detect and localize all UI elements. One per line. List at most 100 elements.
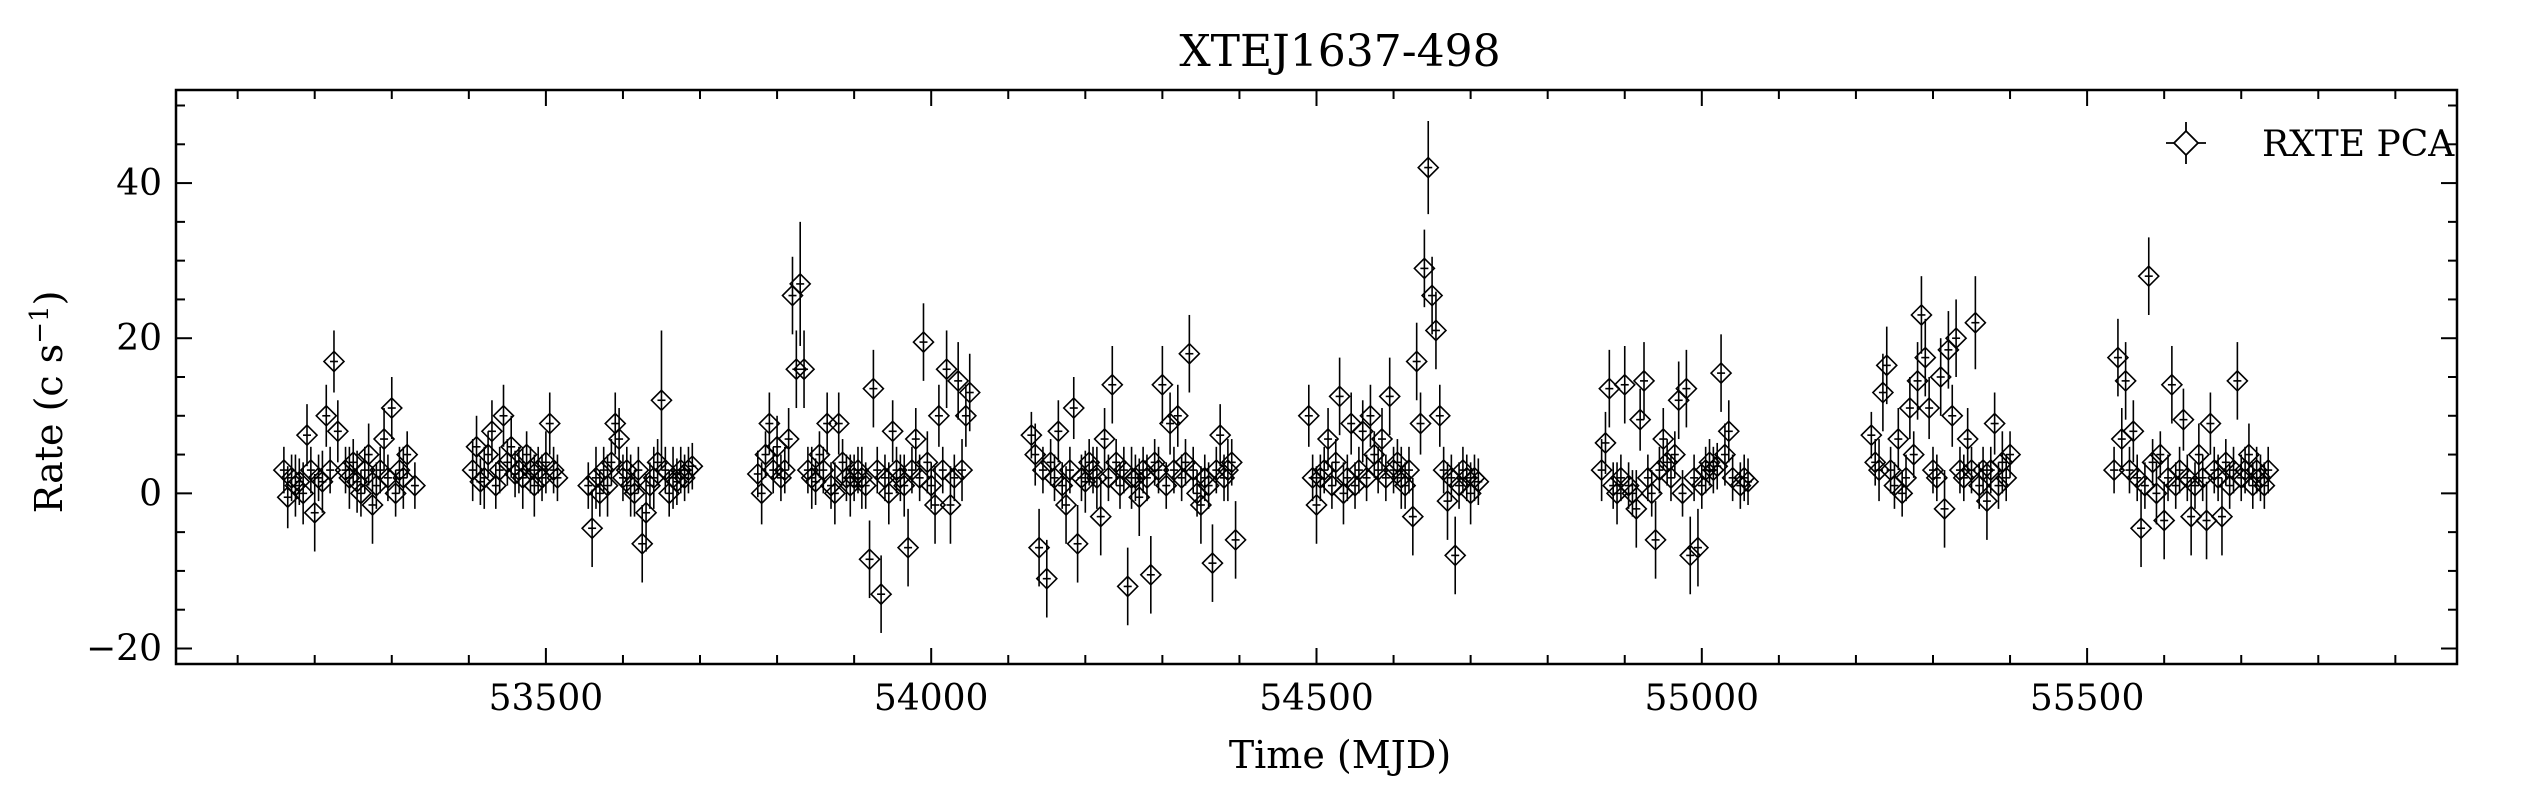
diamond-marker <box>1698 451 1721 474</box>
diamond-marker <box>777 427 800 451</box>
diamond-marker <box>1906 369 1929 393</box>
data-point <box>1374 454 1397 502</box>
diamond-marker <box>2245 458 2268 482</box>
diamond-marker <box>1709 361 1733 385</box>
diamond-marker <box>1971 458 1995 482</box>
diamond-marker <box>338 466 361 489</box>
data-point <box>1671 470 1694 517</box>
diamond-marker <box>823 482 847 505</box>
diamond-marker <box>1428 404 1451 427</box>
diamond-marker <box>1374 466 1397 489</box>
x-tick-label: 55000 <box>1645 678 1760 719</box>
data-point <box>1101 345 1124 424</box>
x-tick-label: 54000 <box>874 678 989 719</box>
data-point <box>1632 342 1656 420</box>
data-point <box>2129 489 2153 568</box>
data-point <box>1428 384 1451 447</box>
diamond-marker <box>750 482 773 505</box>
diamond-marker <box>326 420 349 443</box>
diamond-marker <box>1324 451 1347 474</box>
diamond-marker <box>669 458 692 482</box>
data-point <box>1995 454 2018 502</box>
diamond-marker <box>939 493 962 517</box>
data-point <box>1964 276 1987 370</box>
diamond-marker <box>1629 408 1652 431</box>
diamond-marker <box>812 458 835 482</box>
data-point <box>1155 462 1178 509</box>
data-point <box>1644 501 1667 579</box>
data-point <box>1324 439 1347 486</box>
y-tick-label: 20 <box>116 318 162 359</box>
data-point <box>2199 392 2222 455</box>
data-point <box>1952 454 1975 502</box>
diamond-marker <box>1632 369 1656 393</box>
data-point <box>1648 446 1671 494</box>
data-point <box>546 454 569 502</box>
diamond-marker <box>1736 470 1760 493</box>
diamond-marker <box>927 404 951 427</box>
data-point <box>927 384 951 447</box>
data-point <box>1027 508 1051 587</box>
y-tick-label: 0 <box>139 473 162 514</box>
data-point <box>372 408 396 471</box>
diamond-marker <box>1147 458 1170 482</box>
diamond-marker <box>816 412 839 435</box>
diamond-marker <box>1031 458 1055 482</box>
diamond-marker <box>681 455 704 478</box>
diamond-marker <box>1968 474 1991 497</box>
diamond-marker <box>1921 458 1945 482</box>
data-point <box>2257 446 2280 494</box>
plot-frame <box>174 88 2459 666</box>
data-point <box>931 446 954 494</box>
diamond-marker <box>2257 458 2280 482</box>
data-point <box>623 470 646 517</box>
diamond-marker <box>827 412 850 435</box>
diamond-marker <box>527 458 550 482</box>
diamond-marker <box>1933 497 1956 520</box>
diamond-marker <box>1054 493 1078 517</box>
diamond-marker <box>1158 412 1182 435</box>
data-point <box>812 446 835 494</box>
x-tick-label: 53500 <box>489 678 604 719</box>
data-point <box>750 462 773 525</box>
diamond-marker <box>380 396 403 420</box>
diamond-marker <box>2145 482 2168 505</box>
diamond-marker <box>943 466 966 489</box>
diamond-marker <box>353 458 376 482</box>
diamond-marker <box>476 443 500 466</box>
data-point <box>1128 458 1151 537</box>
diamond-marker <box>1359 404 1382 427</box>
data-point <box>1320 462 1344 509</box>
data-point <box>1359 384 1382 447</box>
data-point <box>1201 524 1224 602</box>
data-point <box>1147 446 1170 494</box>
diamond-marker <box>1297 404 1320 427</box>
diamond-marker <box>1370 427 1394 451</box>
diamond-marker <box>1305 493 1328 517</box>
diamond-marker <box>1409 412 1432 435</box>
diamond-marker <box>1975 489 1999 513</box>
data-point <box>1093 408 1116 471</box>
diamond-marker <box>372 427 396 451</box>
data-point <box>588 470 611 517</box>
data-point <box>357 423 380 486</box>
data-point <box>920 462 943 509</box>
data-point <box>912 303 935 381</box>
data-layer <box>272 121 2280 633</box>
data-point <box>511 446 534 509</box>
data-point <box>315 384 338 447</box>
diamond-marker <box>2237 443 2261 466</box>
diamond-marker <box>1929 365 1952 389</box>
diamond-marker <box>1066 532 1089 555</box>
diamond-marker <box>1047 420 1070 443</box>
y-axis-label: Rate (c s−1) <box>25 291 71 514</box>
diamond-marker <box>1212 466 1236 489</box>
y-axis-label-main: Rate (c s <box>27 344 71 514</box>
data-point <box>1166 384 1189 447</box>
data-point <box>2187 423 2210 486</box>
data-point <box>488 446 511 494</box>
data-point <box>1594 411 1617 474</box>
diamond-marker <box>1397 458 1421 482</box>
y-axis-label-superscript: −1 <box>25 305 55 343</box>
diamond-marker <box>473 466 496 489</box>
